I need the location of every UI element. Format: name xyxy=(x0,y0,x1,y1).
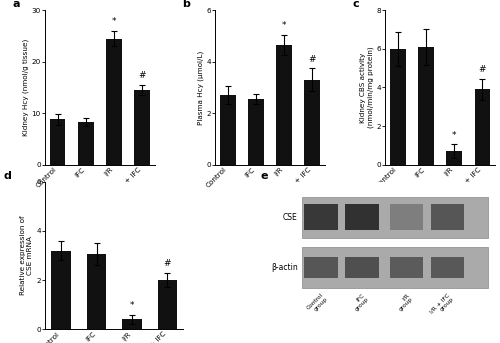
Bar xyxy=(52,251,71,329)
Bar xyxy=(430,257,464,278)
Bar xyxy=(122,319,142,329)
Text: *: * xyxy=(282,21,286,30)
Bar xyxy=(345,204,378,230)
Y-axis label: Kidney CBS activity
(nmol/min/mg protein): Kidney CBS activity (nmol/min/mg protein… xyxy=(360,47,374,128)
Y-axis label: Plasma Hcy (μmol/L): Plasma Hcy (μmol/L) xyxy=(197,50,203,125)
Bar xyxy=(446,151,462,165)
Text: β-actin: β-actin xyxy=(271,263,298,272)
Bar xyxy=(304,204,338,230)
Text: e: e xyxy=(260,172,268,181)
Bar xyxy=(302,247,488,288)
Bar xyxy=(276,45,292,165)
Bar xyxy=(390,49,406,165)
Text: d: d xyxy=(4,172,12,181)
Text: *: * xyxy=(130,301,134,310)
Text: #: # xyxy=(308,55,316,63)
Text: *: * xyxy=(112,17,116,26)
Bar xyxy=(302,197,488,238)
Text: #: # xyxy=(164,259,171,268)
Bar xyxy=(50,119,66,165)
Bar xyxy=(430,204,464,230)
Bar xyxy=(220,95,236,165)
Y-axis label: Relative expression of
CSE mRNA: Relative expression of CSE mRNA xyxy=(20,216,34,295)
Bar xyxy=(158,280,177,329)
Bar xyxy=(106,39,122,165)
Bar xyxy=(390,257,423,278)
Text: c: c xyxy=(352,0,359,10)
Text: CSE: CSE xyxy=(283,213,298,222)
Bar xyxy=(474,90,490,165)
Bar xyxy=(87,254,106,329)
Text: I/R + IFC
group: I/R + IFC group xyxy=(429,292,455,318)
Text: #: # xyxy=(478,65,486,74)
Text: *: * xyxy=(452,131,456,140)
Text: IFC
group: IFC group xyxy=(350,292,370,312)
Text: #: # xyxy=(138,71,146,80)
Bar xyxy=(78,122,94,165)
Bar xyxy=(345,257,378,278)
Bar xyxy=(390,204,423,230)
Bar xyxy=(134,90,150,165)
Bar xyxy=(304,257,338,278)
Bar xyxy=(304,80,320,165)
Text: a: a xyxy=(12,0,20,10)
Text: Control
group: Control group xyxy=(306,292,328,315)
Text: b: b xyxy=(182,0,190,10)
Bar xyxy=(248,99,264,165)
Y-axis label: Kidney Hcy (nmol/g tissue): Kidney Hcy (nmol/g tissue) xyxy=(22,39,29,136)
Text: I/R
group: I/R group xyxy=(394,292,414,312)
Bar xyxy=(418,47,434,165)
